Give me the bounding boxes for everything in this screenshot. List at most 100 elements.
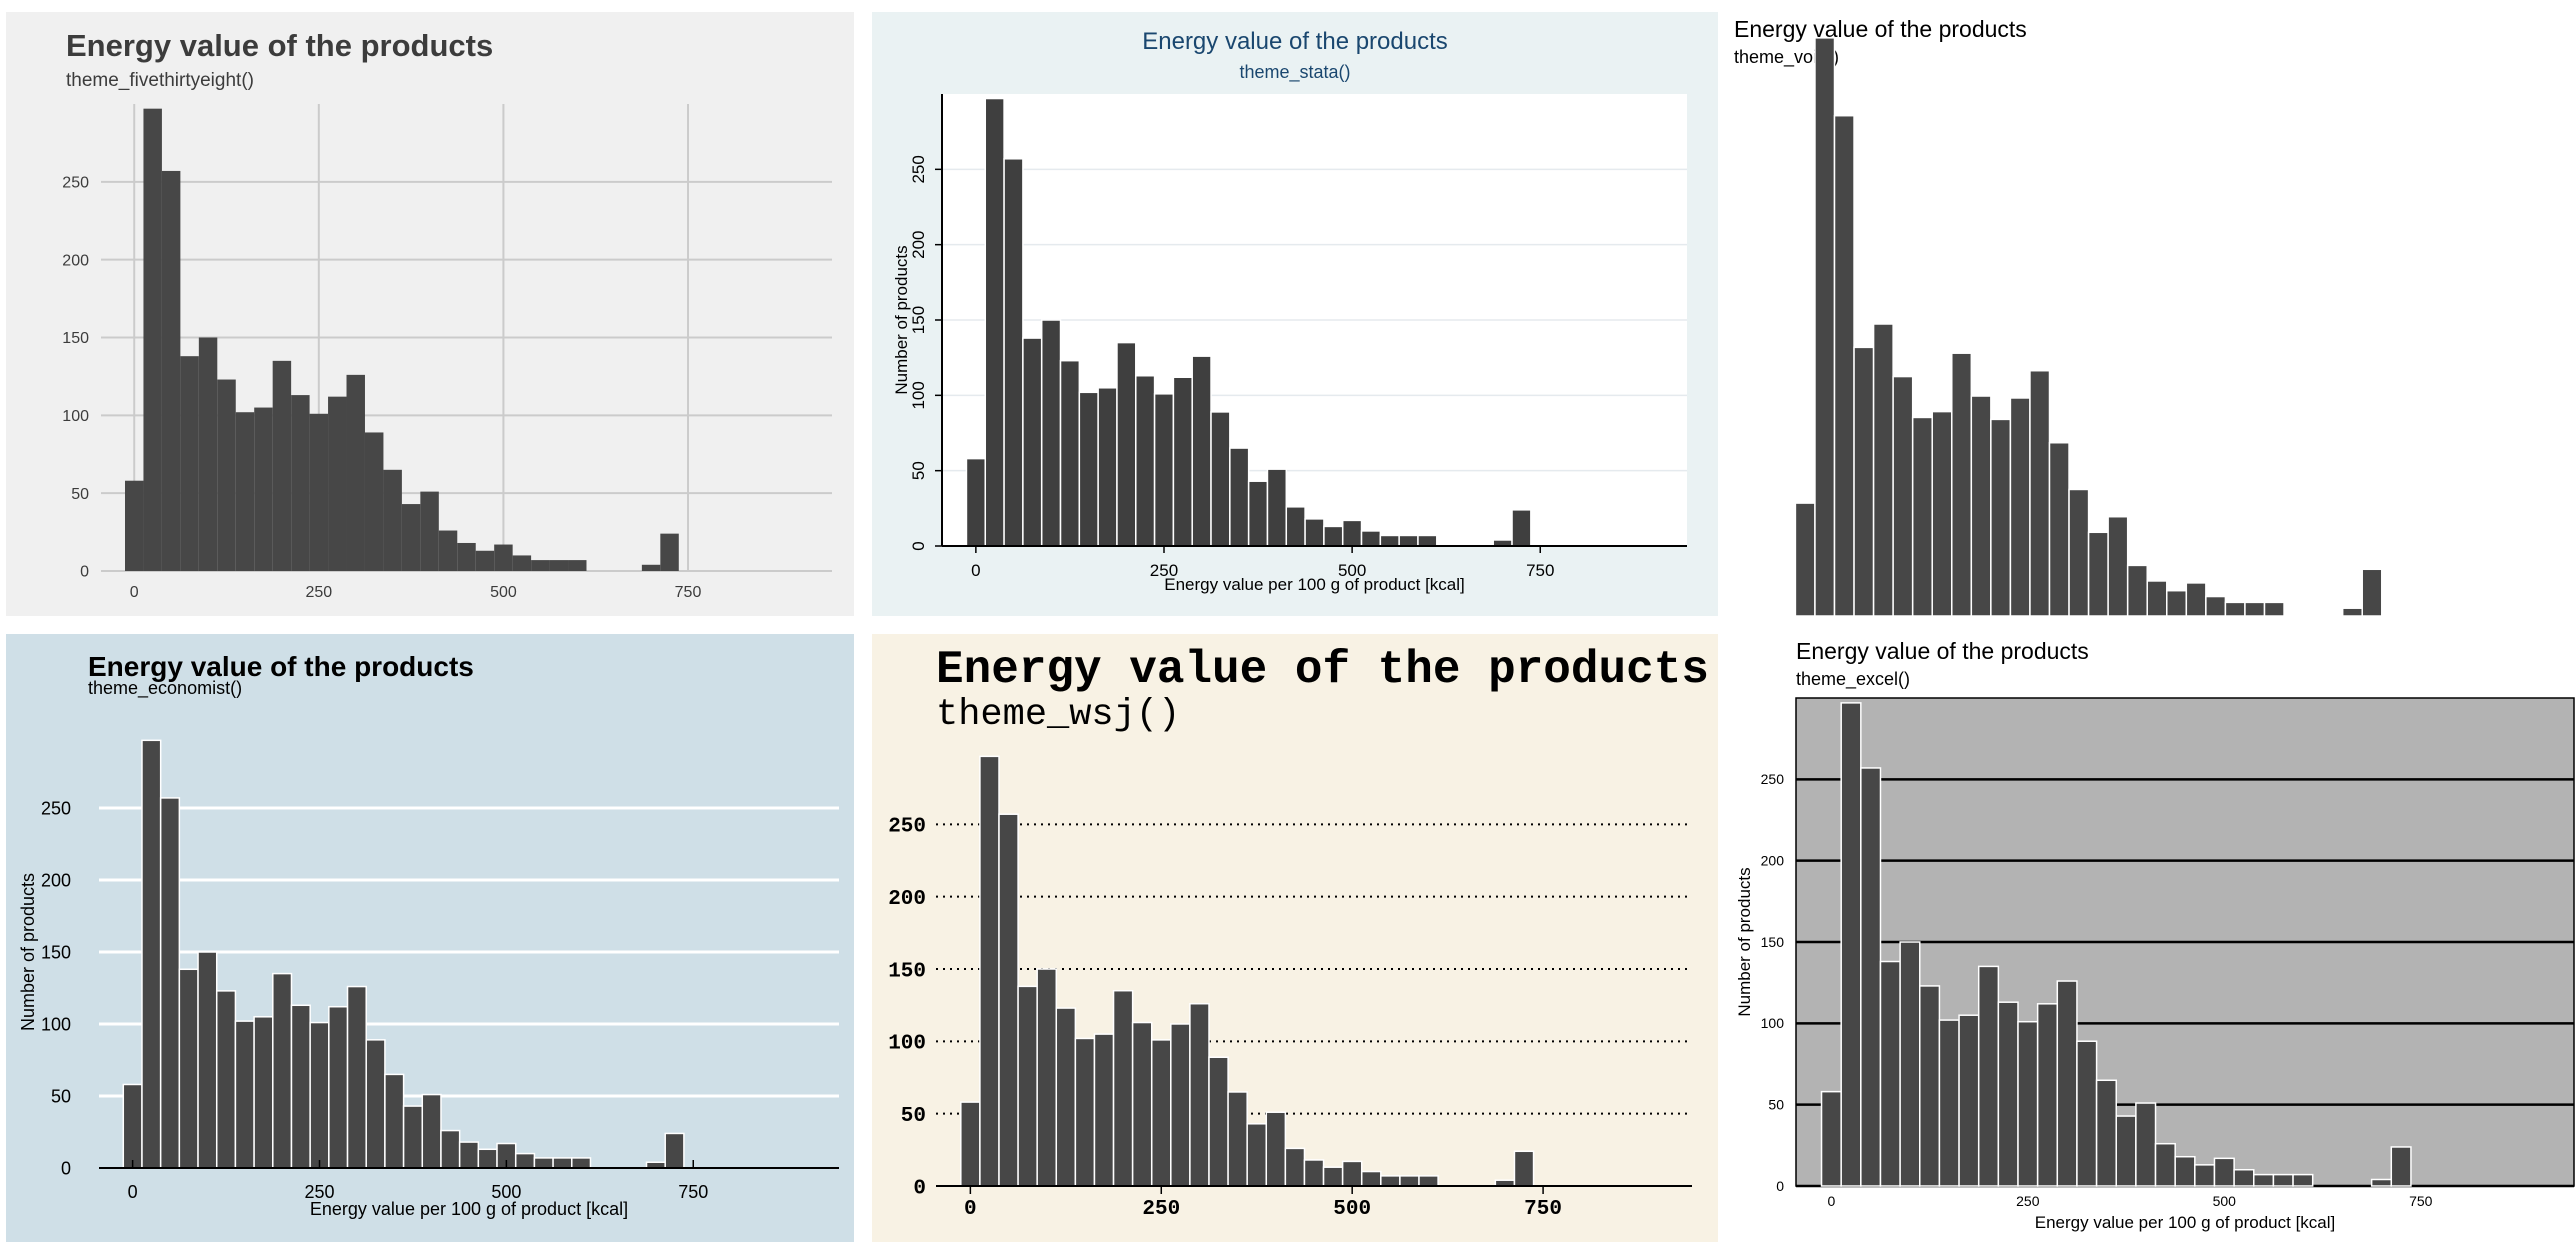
histogram-bar — [1055, 1007, 1077, 1187]
histogram-bar — [1379, 534, 1400, 547]
histogram-bar — [383, 469, 402, 571]
histogram-bar — [1097, 387, 1118, 547]
histogram-bar — [346, 985, 367, 1169]
chart-subtitle: theme_stata() — [1239, 62, 1351, 82]
histogram-bar — [1360, 530, 1382, 547]
histogram-bar — [1853, 346, 1875, 616]
histogram-bar — [531, 560, 550, 571]
histogram-bar — [234, 1020, 255, 1169]
histogram-bar — [1513, 1150, 1535, 1187]
chart-title: Energy value of the products — [1734, 16, 2027, 42]
histogram-bar — [364, 432, 384, 571]
histogram-bar — [1189, 1002, 1210, 1187]
histogram-bar — [2244, 601, 2266, 616]
histogram-bar — [2036, 1003, 2059, 1187]
histogram-bar — [217, 379, 236, 571]
histogram-bar — [328, 1005, 349, 1169]
histogram-bar — [2009, 397, 2031, 616]
histogram-bar — [457, 542, 476, 571]
histogram-bar — [309, 413, 329, 571]
y-tick-label: 200 — [62, 252, 89, 269]
histogram-bar — [1040, 319, 1062, 547]
x-tick-label: 750 — [1524, 1198, 1562, 1221]
histogram-bar — [1872, 323, 1894, 616]
histogram-bar — [346, 374, 365, 571]
histogram-plot: 0 50 100 150 200 250 0 250 500 750 Energy value pe… — [1735, 697, 2575, 1232]
histogram-bar — [641, 564, 661, 571]
histogram-bar — [960, 1101, 981, 1187]
histogram-bar — [2017, 1020, 2039, 1187]
histogram-bar — [161, 170, 181, 572]
y-tick-label: 200 — [1761, 853, 1785, 869]
histogram-bar — [1380, 1175, 1401, 1187]
x-tick-label: 250 — [1150, 561, 1178, 580]
x-tick-label: 0 — [971, 561, 980, 580]
y-tick-label: 150 — [1761, 934, 1785, 950]
chart-panel-wsj: Energy value of the products theme_wsj()… — [872, 634, 1718, 1242]
y-axis-title: Number of products — [18, 873, 38, 1031]
histogram-bar — [1227, 1091, 1248, 1187]
histogram-plot: 0 50 100 150 200 250 0 250 500 750 — [62, 104, 832, 601]
histogram-bar — [421, 1093, 442, 1169]
histogram-bar — [2185, 582, 2207, 616]
histogram-bar — [1210, 411, 1231, 547]
histogram-bar — [1833, 114, 1855, 616]
histogram-bar — [1931, 410, 1953, 616]
histogram-bar — [1341, 519, 1363, 547]
histogram-bar — [309, 1021, 330, 1169]
histogram-bar — [2154, 1142, 2176, 1187]
y-tick-label: 50 — [901, 1105, 926, 1128]
x-tick-label: 750 — [2409, 1193, 2433, 1209]
histogram-bar — [1285, 506, 1306, 547]
histogram-bar — [2341, 607, 2363, 616]
histogram-bar — [1303, 1159, 1325, 1187]
histogram-bar — [143, 108, 162, 572]
histogram-bar — [1135, 374, 1156, 547]
histogram-bar — [2292, 1173, 2314, 1187]
histogram-bar — [2146, 580, 2168, 616]
histogram-bar — [1265, 1111, 1287, 1187]
histogram-bar — [1990, 418, 2012, 616]
histogram-bar — [1153, 393, 1175, 547]
histogram-bar — [197, 951, 218, 1169]
histogram-bar — [1820, 1090, 1842, 1187]
histogram-bar — [1208, 1056, 1229, 1187]
chart-subtitle: theme_fivethirtyeight() — [66, 70, 254, 91]
x-tick-label: 0 — [128, 1182, 138, 1202]
histogram-bar — [290, 1004, 311, 1169]
x-tick-label: 250 — [1142, 1198, 1180, 1221]
x-tick-label: 0 — [130, 584, 139, 601]
y-tick-label: 0 — [1776, 1178, 1784, 1194]
histogram-bar — [1172, 376, 1193, 547]
histogram-bar — [1341, 1160, 1363, 1187]
histogram-bar — [1417, 534, 1438, 547]
histogram-bar — [2087, 531, 2109, 616]
histogram-bar — [1150, 1039, 1172, 1187]
y-tick-label: 100 — [888, 1033, 926, 1056]
histogram-bar — [1911, 416, 1933, 616]
histogram-bar — [571, 1157, 592, 1169]
histogram-bar — [440, 1129, 461, 1169]
y-tick-label: 200 — [909, 230, 928, 258]
y-tick-label: 150 — [62, 330, 89, 347]
histogram-bar — [1078, 391, 1099, 547]
histogram-bar — [664, 1132, 685, 1169]
histogram-bar — [2068, 488, 2090, 616]
histogram-bar — [2370, 1178, 2393, 1187]
y-tick-label: 50 — [51, 1086, 71, 1106]
histogram-bar — [2095, 1079, 2117, 1187]
histogram-bar — [272, 360, 292, 571]
histogram-bar — [1840, 702, 1862, 1187]
histogram-bar — [2107, 515, 2129, 616]
histogram-bar — [979, 755, 1000, 1187]
chart-panel-void: Energy value of the products theme_void(… — [1728, 12, 2576, 616]
histogram-bar — [1170, 1023, 1191, 1187]
chart-title: Energy value of the products — [1796, 638, 2089, 664]
histogram-bar — [549, 560, 569, 571]
x-axis-title: Energy value per 100 g of product [kcal] — [2035, 1213, 2336, 1232]
histogram-bar — [2224, 601, 2246, 616]
histogram-bar — [2194, 1164, 2216, 1187]
x-axis-title: Energy value per 100 g of product [kcal] — [1164, 575, 1465, 594]
histogram-bar — [1229, 447, 1250, 547]
histogram-bar — [1304, 518, 1325, 547]
